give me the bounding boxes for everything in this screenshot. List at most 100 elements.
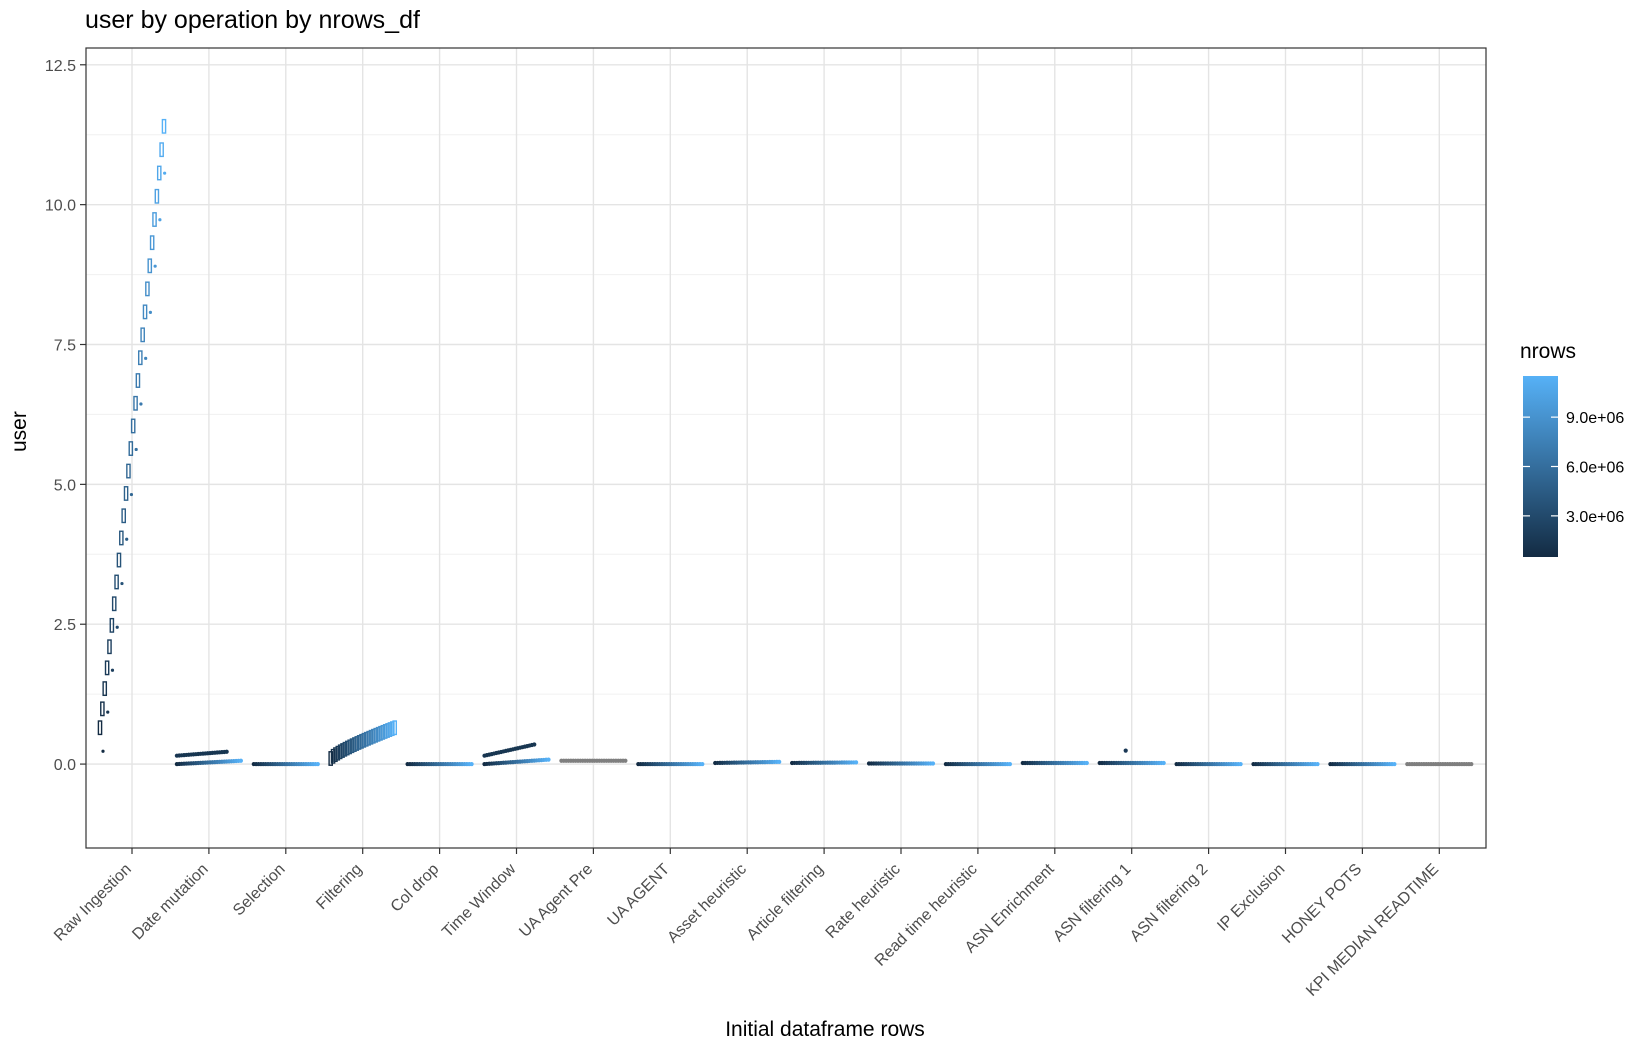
data-point [238,758,243,763]
x-tick-label: Asset heuristic [664,861,750,947]
data-point [1084,760,1089,766]
data-point [1315,761,1320,767]
data-box [340,743,345,758]
series-asn-filtering-1 [1097,748,1166,766]
x-tick-label: IP Exclusion [1214,861,1288,935]
x-tick-label: Time Window [439,860,519,940]
y-tick-label: 10.0 [45,198,76,215]
data-box [121,508,127,524]
data-box [145,281,150,297]
data-point [700,761,705,767]
series-honey-pots [1328,761,1397,767]
data-box [361,732,367,748]
data-box [161,118,167,134]
data-point [139,402,143,406]
data-box [380,724,386,740]
data-box [352,737,357,753]
data-box [390,721,395,737]
data-box [126,463,131,479]
data-box [109,617,115,633]
data-box [123,486,129,501]
series-filtering [328,720,398,766]
data-box [147,258,153,274]
data-box [342,741,348,757]
plot-border [85,47,1487,849]
data-box [119,530,124,546]
data-box [385,723,390,738]
data-point [129,492,134,497]
data-box [330,748,336,764]
data-marks [97,118,1474,767]
data-point [224,749,229,754]
data-box [97,720,103,736]
data-box [114,574,119,590]
data-point [125,537,129,541]
data-box [363,731,369,747]
data-box [140,327,145,343]
data-box [135,373,141,388]
data-point [546,757,551,762]
x-tick-label: ASN filtering 1 [1050,861,1134,945]
data-point [144,356,148,360]
data-box [111,596,117,612]
data-box [335,745,341,761]
series-date-mutation [174,749,243,767]
series-col-drop [405,761,474,767]
x-tick-label: UA Agent Pre [516,861,596,941]
data-point [106,710,110,714]
series-ip-exclusion [1251,761,1320,767]
data-box [128,441,134,456]
x-tick-label: Article filtering [744,861,827,944]
data-box [359,733,364,749]
data-point [623,758,628,763]
data-point [930,761,936,766]
data-point [101,749,105,753]
data-box [387,722,393,737]
data-box [156,165,162,181]
series-time-window [482,742,551,767]
x-tick-label: KPI MEDIAN READTIME [1303,861,1442,1000]
chart-title: user by operation by nrows_df [85,6,420,34]
data-box [333,747,338,763]
legend-title: nrows [1520,340,1577,363]
x-tick-label: Col drop [388,861,443,916]
data-point [110,668,115,672]
data-box [107,639,112,655]
series-rate-heuristic [866,761,936,766]
series-raw-ingestion [97,118,167,753]
data-point [854,760,859,765]
data-point [469,761,474,767]
data-box [373,727,379,743]
data-box [142,304,148,320]
data-point [777,759,782,764]
x-tick-label: UA AGENT [605,861,674,930]
data-box [344,740,350,756]
x-tick-label: HONEY POTS [1279,861,1365,947]
data-box [159,142,164,158]
data-point [158,218,162,222]
data-box [371,728,376,744]
data-box [133,395,138,411]
series-article-filtering [790,760,859,766]
y-tick-label: 12.5 [45,58,76,75]
y-tick-label: 5.0 [54,477,76,494]
series-read-time-heuristic [943,761,1013,767]
data-box [337,744,343,760]
x-tick-label: Raw Ingestion [51,861,135,945]
data-box [366,730,371,746]
data-point [315,761,320,767]
data-box [368,729,374,745]
data-box [137,350,143,366]
data-box [356,734,362,750]
y-axis-title: user [8,411,31,452]
data-point [1392,761,1397,767]
data-box [104,660,110,676]
data-box [392,720,398,736]
y-tick-label: 2.5 [54,617,76,634]
y-axis: 0.0 2.5 5.0 7.5 10.0 12.5 [45,58,86,774]
x-tick-label: ASN filtering 2 [1127,861,1211,945]
x-axis-title: Initial dataframe rows [725,1018,925,1041]
data-point [1007,761,1013,767]
